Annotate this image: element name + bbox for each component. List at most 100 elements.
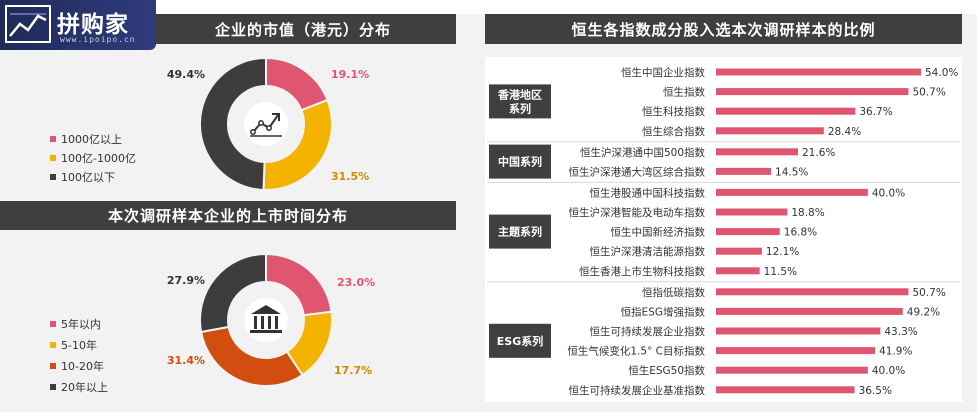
listing-time-legend-item: 5-10年 [50, 337, 97, 353]
bar [716, 366, 868, 374]
listing-time-legend-label: 5-10年 [61, 339, 97, 352]
listing-time-legend-swatch [50, 384, 56, 390]
listing-time-value-label-1: 17.7% [334, 364, 372, 377]
listing-time-legend-item: 5年以内 [50, 316, 101, 332]
bar-category-label: 恒生气候变化1.5° C目标指数 [567, 345, 705, 358]
listing-time-legend-item: 10-20年 [50, 358, 104, 374]
group-label-box [489, 214, 551, 249]
bar [716, 307, 903, 315]
bar-category-label: 恒生综合指数 [642, 125, 705, 138]
bar-value-label: 21.6% [802, 147, 835, 159]
group-label: 香港地区 [497, 87, 542, 101]
bar-value-label: 50.7% [912, 287, 945, 299]
bar [716, 188, 868, 196]
bar-value-label: 18.8% [791, 207, 824, 219]
market-cap-legend-swatch [50, 155, 56, 161]
group-label: 主题系列 [498, 225, 542, 239]
bar [716, 107, 856, 115]
logo-url: www.ipoipo.cn [60, 35, 136, 44]
group-label-box [489, 144, 551, 179]
logo-chart-icon [5, 5, 51, 43]
bar [716, 288, 909, 296]
market-cap-slice-2 [199, 56, 267, 191]
bar [716, 327, 881, 335]
listing-time-value-label-3: 27.9% [167, 274, 205, 287]
bar [716, 68, 921, 76]
market-cap-legend-label: 100亿以下 [61, 171, 115, 184]
listing-time-donut: 23.0% 17.7% 31.4% 27.9% [167, 252, 375, 387]
listing-time-legend-swatch [50, 342, 56, 348]
bar-category-label: 恒生ESG50指数 [628, 364, 705, 377]
market-cap-value-label-1: 31.5% [331, 170, 369, 183]
bar-value-label: 50.7% [912, 87, 945, 99]
bar [716, 148, 798, 156]
market-cap-legend-item: 100亿以下 [50, 169, 115, 185]
market-cap-value-label-0: 19.1% [331, 68, 369, 81]
bar-value-label: 11.5% [764, 266, 797, 278]
bar-value-label: 54.0% [925, 67, 958, 79]
listing-time-value-label-0: 23.0% [337, 276, 375, 289]
market-cap-legend-swatch [50, 136, 56, 142]
market-cap-slice-1 [262, 98, 333, 191]
bar-category-label: 恒生港股通中国科技指数 [590, 186, 706, 199]
market-cap-legend-label: 100亿-1000亿 [61, 152, 136, 165]
market-cap-legend-label: 1000亿以上 [61, 133, 122, 146]
left-bottom-title: 本次调研样本企业的上市时间分布 [0, 201, 456, 230]
bar [716, 88, 909, 96]
market-cap-legend-swatch [50, 174, 56, 180]
bar-category-label: 恒生沪深港清洁能源指数 [590, 245, 706, 258]
logo-text: 拼购家 [57, 12, 129, 38]
bar-category-label: 恒生可持续发展企业基准指数 [569, 384, 706, 397]
bar-category-label: 恒生沪深港通大湾区综合指数 [569, 165, 706, 178]
site-logo[interactable]: 拼购家 www.ipoipo.cn [0, 0, 156, 50]
group-label-box [489, 84, 551, 119]
listing-time-legend-swatch [50, 363, 56, 369]
bar-category-label: 恒生中国企业指数 [621, 66, 705, 79]
listing-time-legend-item: 20年以上 [50, 379, 108, 395]
bar [716, 228, 780, 236]
bar [716, 267, 760, 275]
bar-category-label: 恒生香港上市生物科技指数 [579, 265, 705, 278]
market-cap-donut: 19.1% 31.5% 49.4% [167, 56, 369, 191]
bar-value-label: 41.9% [879, 346, 912, 358]
market-cap-legend-item: 1000亿以上 [50, 131, 122, 147]
bar-category-label: 恒指ESG增强指数 [621, 305, 706, 318]
group-label-box [489, 323, 551, 358]
bar [716, 247, 762, 255]
line-chart-icon [250, 113, 282, 137]
bar-value-label: 36.7% [859, 106, 892, 118]
bar-category-label: 恒生沪深港通中国500指数 [580, 146, 706, 159]
bar-value-label: 49.2% [907, 306, 940, 318]
bar [716, 167, 772, 175]
bar-category-label: 恒生沪深港智能及电动车指数 [569, 206, 706, 219]
listing-time-value-label-2: 31.4% [167, 354, 205, 367]
group-label: ESG系列 [497, 334, 543, 348]
bar-category-label: 恒生中国新经济指数 [611, 226, 706, 239]
bar [716, 386, 855, 394]
group-label: 系列 [509, 101, 531, 115]
listing-time-legend-swatch [50, 321, 56, 327]
bar-category-label: 恒生科技指数 [642, 105, 705, 118]
bar [716, 208, 788, 216]
right-title: 恒生各指数成分股入选本次调研样本的比例 [485, 14, 962, 44]
bar-category-label: 恒生指数 [663, 86, 705, 99]
bar-value-label: 36.5% [859, 385, 892, 397]
market-cap-legend-item: 100亿-1000亿 [50, 150, 136, 166]
bar-value-label: 28.4% [828, 126, 861, 138]
bar-value-label: 40.0% [872, 365, 905, 377]
bank-building-icon [250, 305, 282, 333]
market-cap-value-label-2: 49.4% [167, 68, 205, 81]
bar-value-label: 40.0% [872, 187, 905, 199]
bar [716, 347, 876, 355]
bar-category-label: 恒生可持续发展企业指数 [590, 325, 706, 338]
bar-value-label: 12.1% [766, 246, 799, 258]
listing-time-slice-2 [199, 325, 304, 387]
listing-time-legend-label: 20年以上 [61, 381, 108, 394]
bar-category-label: 恒指低碳指数 [642, 286, 705, 299]
bar-value-label: 43.3% [884, 326, 917, 338]
listing-time-legend-label: 10-20年 [61, 360, 104, 373]
bar [716, 127, 824, 135]
group-label: 中国系列 [498, 155, 542, 169]
bar-value-label: 16.8% [784, 227, 817, 239]
